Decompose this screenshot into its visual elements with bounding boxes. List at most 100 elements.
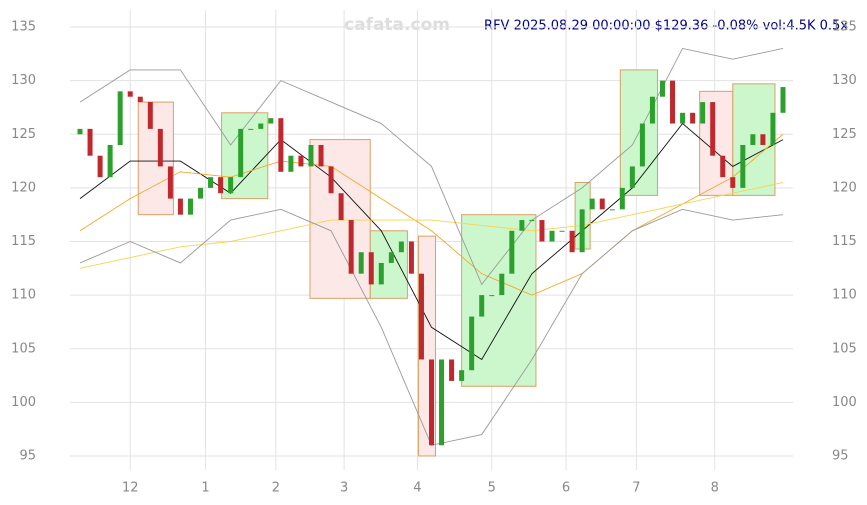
x-tick-label: 2	[272, 481, 280, 496]
candle-body	[509, 230, 515, 274]
candle-body	[77, 128, 83, 135]
zone	[137, 101, 174, 216]
y-tick-label: 100	[11, 395, 36, 410]
candle-body	[408, 241, 414, 274]
x-tick-label: 7	[632, 481, 640, 496]
candle-body	[338, 193, 344, 221]
candle-body	[690, 112, 696, 124]
candle-body	[177, 198, 183, 215]
candle-body	[348, 220, 354, 274]
candle-body	[87, 128, 93, 156]
candle-body	[127, 91, 133, 97]
candle-body	[97, 155, 103, 178]
candle-body	[569, 230, 575, 253]
candle-body	[398, 241, 404, 253]
candle-body	[479, 295, 485, 317]
candle-body	[760, 134, 766, 145]
y-tick-label: 110	[11, 288, 36, 303]
x-tick-label: 1	[201, 481, 209, 496]
candle-body	[368, 252, 374, 285]
candle-body	[157, 128, 163, 167]
y-tick-label: 135	[11, 20, 36, 35]
candle-body	[318, 144, 324, 167]
x-tick-label: 8	[711, 481, 719, 496]
candle-body	[439, 359, 445, 446]
candle-body	[258, 123, 264, 129]
candle-body	[238, 128, 244, 178]
candle-body	[137, 96, 143, 103]
y-tick-label: 105	[11, 341, 36, 356]
y2-tick-label: 125	[832, 127, 857, 142]
watermark: cafata.com	[344, 15, 450, 35]
candle-body	[288, 155, 294, 172]
candle-body	[549, 230, 555, 242]
y2-tick-label: 95	[832, 449, 849, 464]
y-tick-label: 130	[11, 73, 36, 88]
y2-tick-label: 120	[832, 180, 857, 195]
candle-body	[418, 273, 424, 360]
candle-body	[469, 316, 475, 371]
y2-tick-label: 100	[832, 395, 857, 410]
chart-title: RFV 2025.08.29 00:00:00 $129.36 -0.08% v…	[484, 19, 848, 34]
candle-body	[780, 87, 786, 113]
candle-body	[639, 123, 645, 167]
y-tick-label: 125	[11, 127, 36, 142]
candle-body	[670, 80, 676, 124]
candle-body	[680, 112, 686, 124]
x-tick-label: 6	[562, 481, 570, 496]
x-tick-label: 5	[488, 481, 496, 496]
y2-tick-label: 130	[832, 73, 857, 88]
y2-tick-label: 105	[832, 341, 857, 356]
candle-body	[358, 252, 364, 274]
candle-body	[589, 198, 595, 210]
candle-body	[228, 177, 234, 194]
candle-body	[529, 220, 535, 222]
candle-body	[449, 359, 455, 381]
candle-body	[489, 295, 495, 297]
candle-body	[107, 144, 113, 178]
candle-body	[459, 370, 465, 381]
candle-body	[559, 230, 565, 232]
zone	[369, 230, 408, 299]
candle-body	[740, 144, 746, 188]
y2-tick-label: 135	[832, 20, 857, 35]
candle-body	[298, 155, 304, 167]
indicator-line	[79, 47, 784, 286]
indicator-line	[79, 122, 784, 361]
candle-body	[649, 96, 655, 124]
candle-body	[208, 177, 214, 188]
candle-body	[268, 118, 274, 124]
candle-body	[147, 102, 153, 129]
y2-tick-label: 110	[832, 288, 857, 303]
candle-body	[720, 155, 726, 178]
candle-body	[429, 359, 434, 446]
indicator-line	[79, 182, 784, 269]
y-tick-label: 95	[19, 449, 36, 464]
x-tick-label: 12	[122, 481, 139, 496]
candle-body	[328, 166, 334, 194]
candle-body	[599, 198, 605, 210]
candle-body	[167, 166, 173, 199]
candle-body	[750, 134, 756, 145]
candle-body	[519, 220, 525, 231]
candle-body	[710, 102, 716, 156]
candle-body	[730, 177, 736, 188]
candle-body	[629, 166, 635, 188]
candle-body	[117, 91, 123, 145]
candle-body	[659, 80, 665, 97]
x-tick-label: 4	[413, 481, 421, 496]
candle-body	[278, 118, 284, 172]
candle-body	[609, 209, 615, 211]
candle-body	[499, 273, 505, 296]
y-tick-label: 115	[11, 234, 36, 249]
candle-body	[539, 220, 545, 242]
candle-body	[700, 102, 706, 124]
indicator-line	[79, 133, 784, 296]
y2-tick-label: 115	[832, 234, 857, 249]
candle-body	[218, 177, 224, 194]
candle-body	[378, 262, 384, 285]
candle-body	[770, 112, 776, 145]
candle-body	[198, 187, 204, 199]
candle-body	[579, 209, 585, 253]
